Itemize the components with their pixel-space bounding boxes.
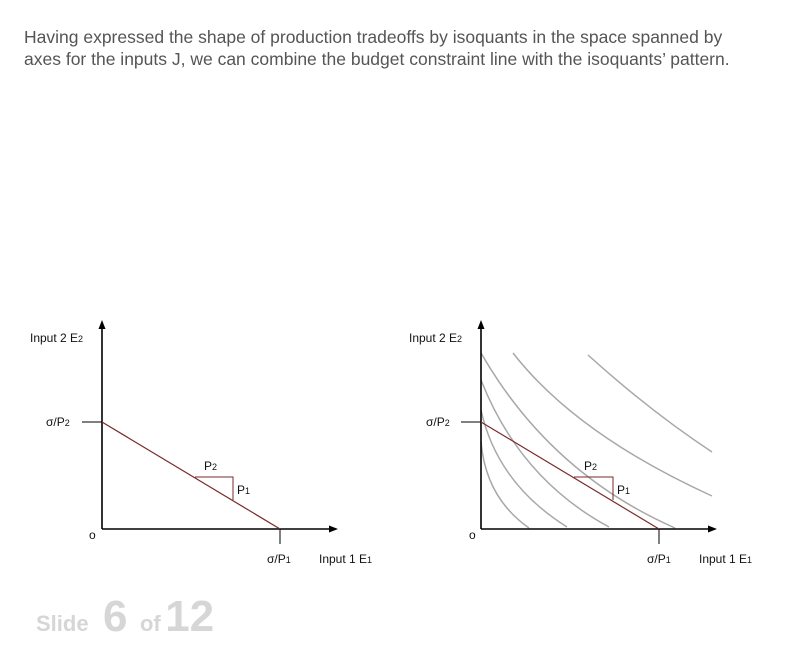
left-x-intercept-label: σ/P1 [267,552,291,566]
intro-text: Having expressed the shape of production… [24,26,764,70]
right-x-axis-label: Input 1 E1 [699,552,753,566]
right-x-intercept-label: σ/P1 [647,552,671,566]
isoquant-3 [480,379,610,528]
slide-counter: Slide 6 of 12 [36,592,214,642]
right-origin-label: o [469,528,476,542]
left-y-axis-arrowhead [98,320,106,329]
right-isoquants [480,352,713,529]
right-slope-rise-label: P1 [617,483,631,497]
left-y-intercept-label: σ/P2 [46,415,70,429]
left-origin-label: o [89,528,96,542]
left-budget-line [101,421,281,530]
left-x-axis-label: Input 1 E1 [319,552,373,566]
left-slope-triangle [195,476,234,500]
isoquant-4 [480,352,676,529]
of-word: of [139,611,161,636]
right-y-axis-label: Input 2 E2 [409,331,463,345]
left-y-axis-label: Input 2 E2 [30,331,84,345]
right-axes [480,326,711,530]
left-slope-run-label: P2 [204,459,218,473]
left-slope-rise-label: P1 [237,483,251,497]
right-x-axis-arrowhead [708,525,717,533]
isoquant-2 [480,409,568,528]
intro-line-2: axes for the inputs J, we can combine th… [24,49,730,69]
isoquant-5 [512,352,713,497]
intro-line-1: Having expressed the shape of production… [24,27,723,47]
slide-word: Slide [36,611,89,636]
isoquant-6 [587,354,713,453]
right-y-axis-arrowhead [477,320,485,329]
right-slope-triangle [574,476,614,500]
right-budget-line [480,421,660,530]
left-axes [101,326,332,530]
right-slope-run-label: P2 [584,459,598,473]
right-y-intercept-label: σ/P2 [426,415,450,429]
isoquant-1 [480,441,530,529]
slide-number: 6 [103,592,128,641]
left-x-axis-arrowhead [329,525,338,533]
slide-total: 12 [165,592,215,641]
